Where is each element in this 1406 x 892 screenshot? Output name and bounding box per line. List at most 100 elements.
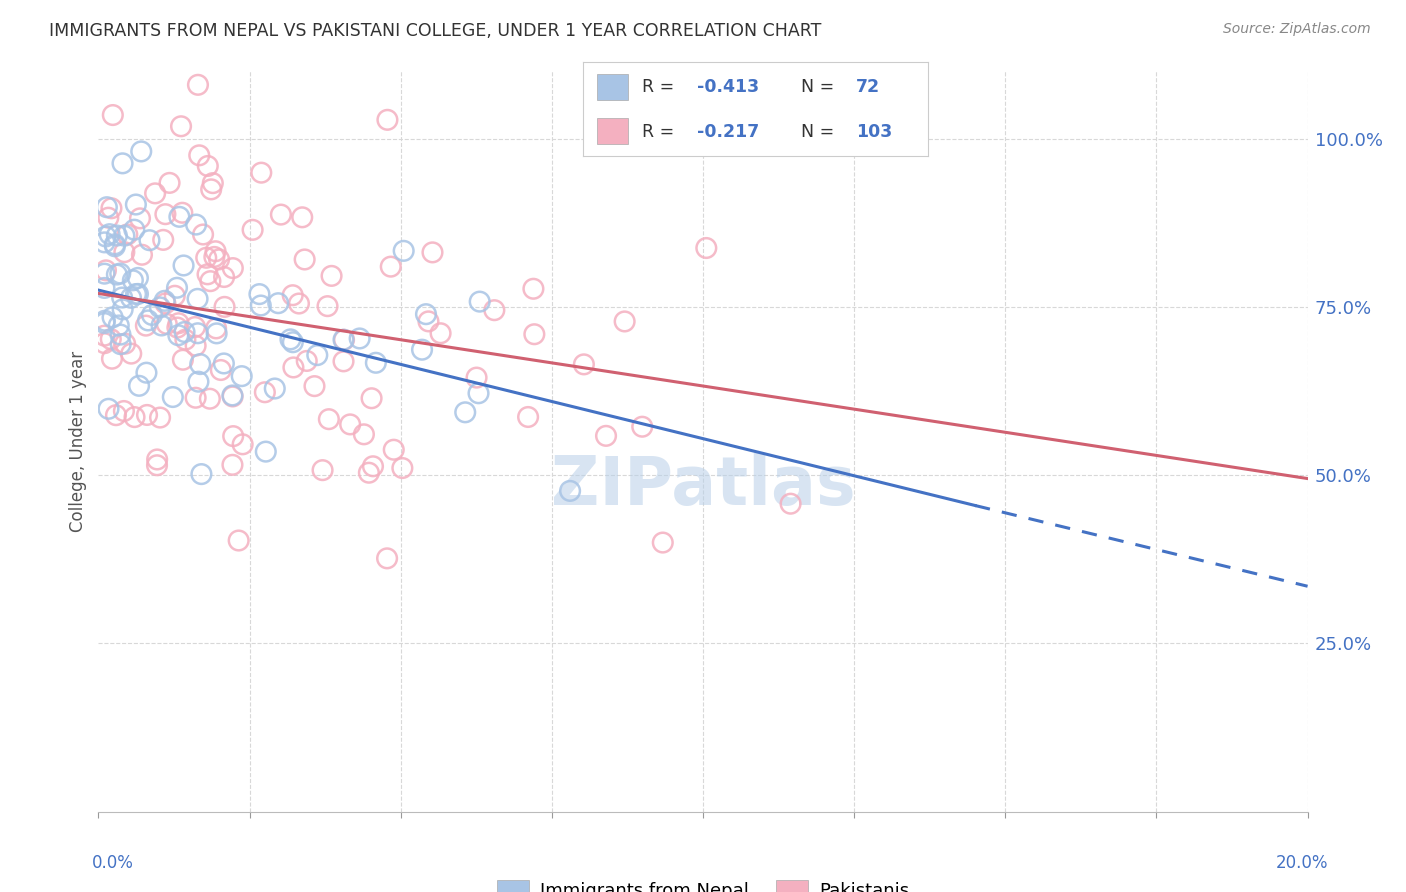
Point — [173, 259, 195, 273]
Point — [267, 296, 290, 310]
Point — [98, 227, 121, 242]
Point — [232, 437, 254, 451]
Point — [156, 317, 179, 331]
Point — [572, 357, 595, 371]
Point — [208, 252, 231, 267]
Point — [339, 417, 361, 432]
Point — [333, 333, 356, 347]
Point — [197, 268, 219, 282]
Point — [184, 339, 207, 353]
Point — [429, 326, 451, 341]
Point — [135, 366, 157, 380]
Text: 103: 103 — [856, 123, 891, 141]
Bar — [598, 74, 628, 100]
Point — [332, 354, 354, 368]
Point — [150, 318, 173, 333]
Point — [187, 78, 209, 92]
Point — [249, 299, 271, 313]
Text: N =: N = — [800, 123, 839, 141]
Point — [214, 300, 236, 314]
Point — [149, 301, 172, 315]
Text: ZIPatlas: ZIPatlas — [551, 453, 855, 519]
Point — [467, 386, 489, 401]
Point — [93, 281, 115, 295]
Point — [190, 467, 212, 481]
Point — [364, 356, 387, 370]
Bar — [598, 118, 628, 144]
Point — [249, 287, 271, 301]
Point — [173, 325, 195, 339]
Point — [357, 466, 380, 480]
Text: R =: R = — [643, 123, 679, 141]
Point — [111, 291, 134, 305]
Point — [191, 227, 214, 242]
Point — [391, 461, 413, 475]
Point — [360, 391, 382, 405]
Point — [141, 308, 163, 322]
Point — [136, 313, 159, 327]
Point — [120, 291, 142, 305]
Y-axis label: College, Under 1 year: College, Under 1 year — [69, 351, 87, 533]
Point — [105, 268, 128, 282]
Point — [263, 382, 285, 396]
Point — [110, 267, 132, 281]
Point — [200, 182, 222, 196]
Text: 20.0%: 20.0% — [1277, 855, 1329, 872]
Point — [415, 307, 437, 321]
Text: -0.413: -0.413 — [697, 78, 759, 95]
Point — [294, 252, 316, 267]
Text: R =: R = — [643, 78, 679, 95]
Point — [288, 296, 311, 310]
Point — [221, 388, 243, 402]
Point — [631, 419, 654, 434]
Point — [522, 282, 544, 296]
Point — [222, 429, 245, 443]
Point — [187, 375, 209, 389]
Point — [304, 379, 326, 393]
Point — [201, 176, 224, 190]
Text: 72: 72 — [856, 78, 880, 95]
Point — [361, 459, 384, 474]
Point — [111, 156, 134, 170]
Point — [349, 331, 371, 345]
Point — [184, 391, 207, 405]
Point — [138, 233, 160, 247]
Point — [254, 444, 277, 458]
Text: Source: ZipAtlas.com: Source: ZipAtlas.com — [1223, 22, 1371, 37]
Point — [197, 159, 219, 173]
Point — [122, 273, 145, 287]
Point — [353, 427, 375, 442]
Point — [104, 408, 127, 422]
Point — [517, 409, 540, 424]
Point — [162, 390, 184, 404]
Point — [200, 274, 222, 288]
Point — [93, 316, 115, 330]
Point — [155, 296, 177, 310]
Point — [110, 337, 132, 351]
Point — [209, 363, 232, 377]
Point — [153, 293, 176, 308]
Point — [125, 197, 148, 211]
Point — [110, 327, 132, 342]
Point — [523, 327, 546, 342]
Point — [155, 207, 177, 221]
Point — [96, 200, 118, 214]
Point — [169, 210, 191, 224]
Point — [375, 551, 398, 566]
Point — [221, 458, 243, 472]
Point — [484, 303, 506, 318]
Point — [94, 263, 117, 277]
Point — [377, 112, 399, 127]
Point — [112, 228, 135, 243]
Point — [422, 245, 444, 260]
Point — [222, 261, 245, 276]
Point — [100, 332, 122, 346]
Point — [124, 223, 146, 237]
Point — [111, 302, 134, 317]
Point — [174, 333, 197, 347]
Point — [93, 336, 115, 351]
Point — [468, 294, 491, 309]
Point — [195, 251, 218, 265]
Point — [188, 148, 211, 162]
Point — [392, 244, 415, 258]
